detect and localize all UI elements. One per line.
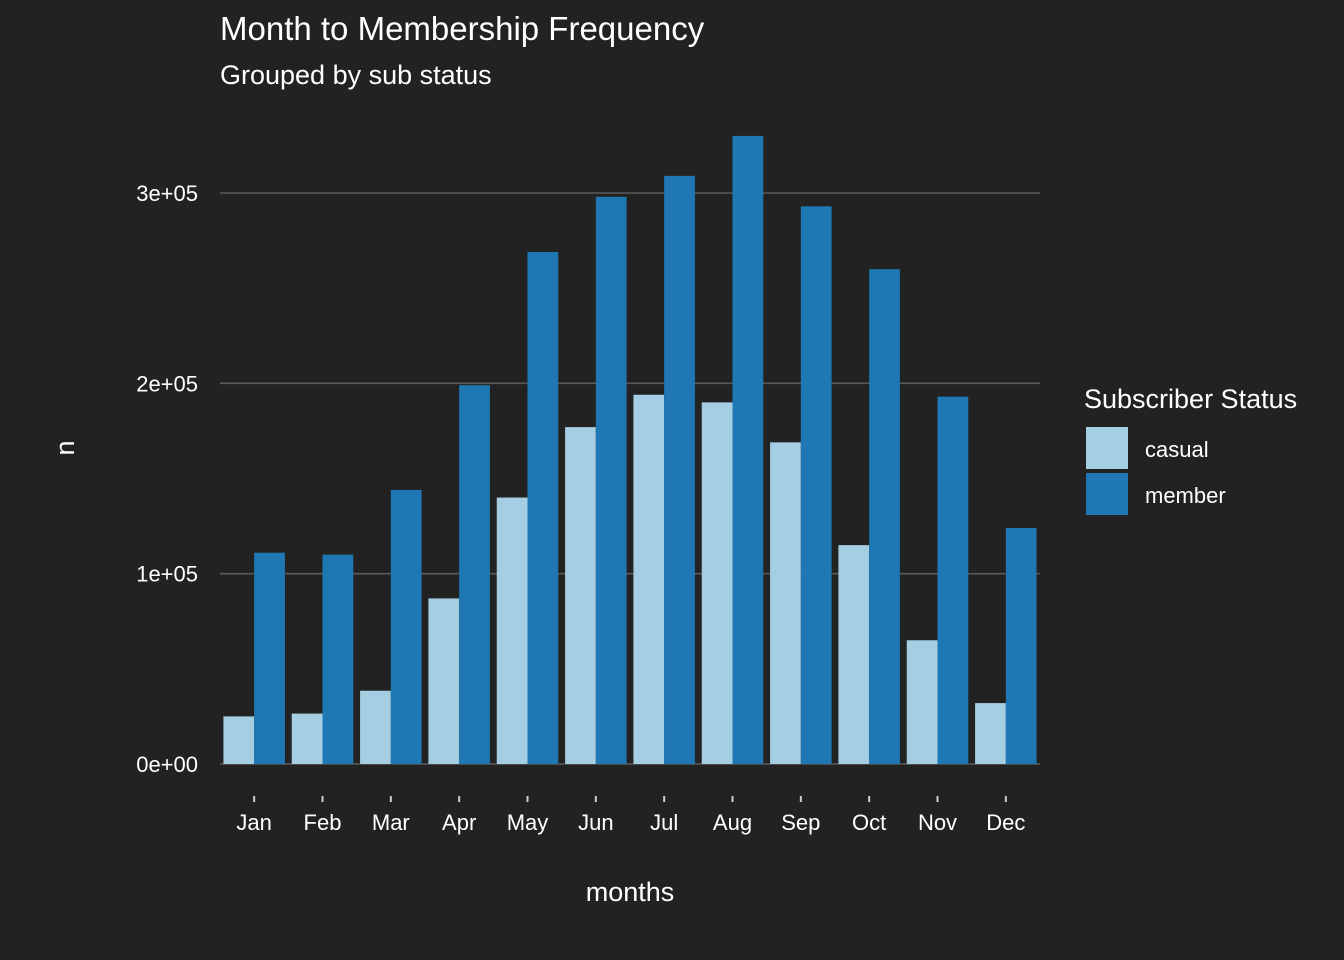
bar-casual-mar (360, 690, 391, 764)
legend: Subscriber Status casual member (1084, 384, 1297, 515)
bar-member-feb (322, 554, 354, 764)
bar-member-jan (254, 552, 285, 764)
x-tick-label-sep: Sep (781, 810, 820, 835)
x-tick-label-dec: Dec (986, 810, 1025, 835)
x-tick-label-jun: Jun (578, 810, 613, 835)
bar-member-sep (800, 206, 832, 764)
bar-member-nov (937, 396, 969, 764)
bar-member-mar (390, 489, 422, 764)
x-tick-label-aug: Aug (713, 810, 752, 835)
bar-member-apr (459, 385, 490, 764)
legend-label-casual: casual (1145, 437, 1209, 462)
bar-member-may (527, 252, 559, 764)
y-axis-title: n (50, 440, 80, 455)
bar-member-jun (595, 196, 627, 765)
bar-casual-oct (838, 545, 870, 764)
bar-casual-jan (223, 716, 255, 764)
x-tick-label-may: May (507, 810, 549, 835)
y-axis: 0e+00 1e+05 2e+05 3e+05 (136, 181, 198, 777)
y-tick-label: 2e+05 (136, 371, 198, 396)
x-tick-label-apr: Apr (442, 810, 476, 835)
legend-label-member: member (1145, 483, 1226, 508)
chart-title: Month to Membership Frequency (220, 10, 705, 47)
bars (223, 135, 1037, 765)
legend-title: Subscriber Status (1084, 384, 1297, 414)
y-tick-label: 3e+05 (136, 181, 198, 206)
x-tick-label-jul: Jul (650, 810, 678, 835)
bar-casual-sep (770, 442, 801, 764)
bar-casual-aug (701, 402, 733, 764)
bar-casual-jul (633, 394, 665, 764)
bar-member-dec (1005, 527, 1037, 764)
bar-casual-feb (291, 713, 323, 764)
y-tick-label: 1e+05 (136, 562, 198, 587)
bar-member-jul (664, 175, 695, 764)
bar-casual-nov (906, 640, 938, 764)
bar-casual-apr (428, 598, 460, 764)
bar-member-aug (732, 135, 764, 764)
bar-member-oct (869, 269, 900, 764)
gridlines (220, 192, 1040, 765)
bar-casual-jun (565, 427, 596, 764)
bar-casual-dec (975, 703, 1006, 764)
x-axis-title: months (586, 877, 675, 907)
x-tick-label-feb: Feb (304, 810, 342, 835)
x-tick-label-mar: Mar (372, 810, 410, 835)
bar-casual-may (496, 497, 528, 764)
x-tick-label-oct: Oct (852, 810, 886, 835)
x-tick-label-nov: Nov (918, 810, 957, 835)
x-axis: Jan Feb Mar Apr May Jun Jul Aug Sep Oct Nov Dec (236, 796, 1025, 835)
y-tick-label: 0e+00 (136, 752, 198, 777)
legend-swatch-member (1086, 473, 1128, 515)
legend-swatch-casual (1086, 427, 1128, 469)
x-tick-label-jan: Jan (236, 810, 271, 835)
chart-subtitle: Grouped by sub status (220, 60, 492, 90)
legend-items: casual member (1086, 427, 1226, 515)
